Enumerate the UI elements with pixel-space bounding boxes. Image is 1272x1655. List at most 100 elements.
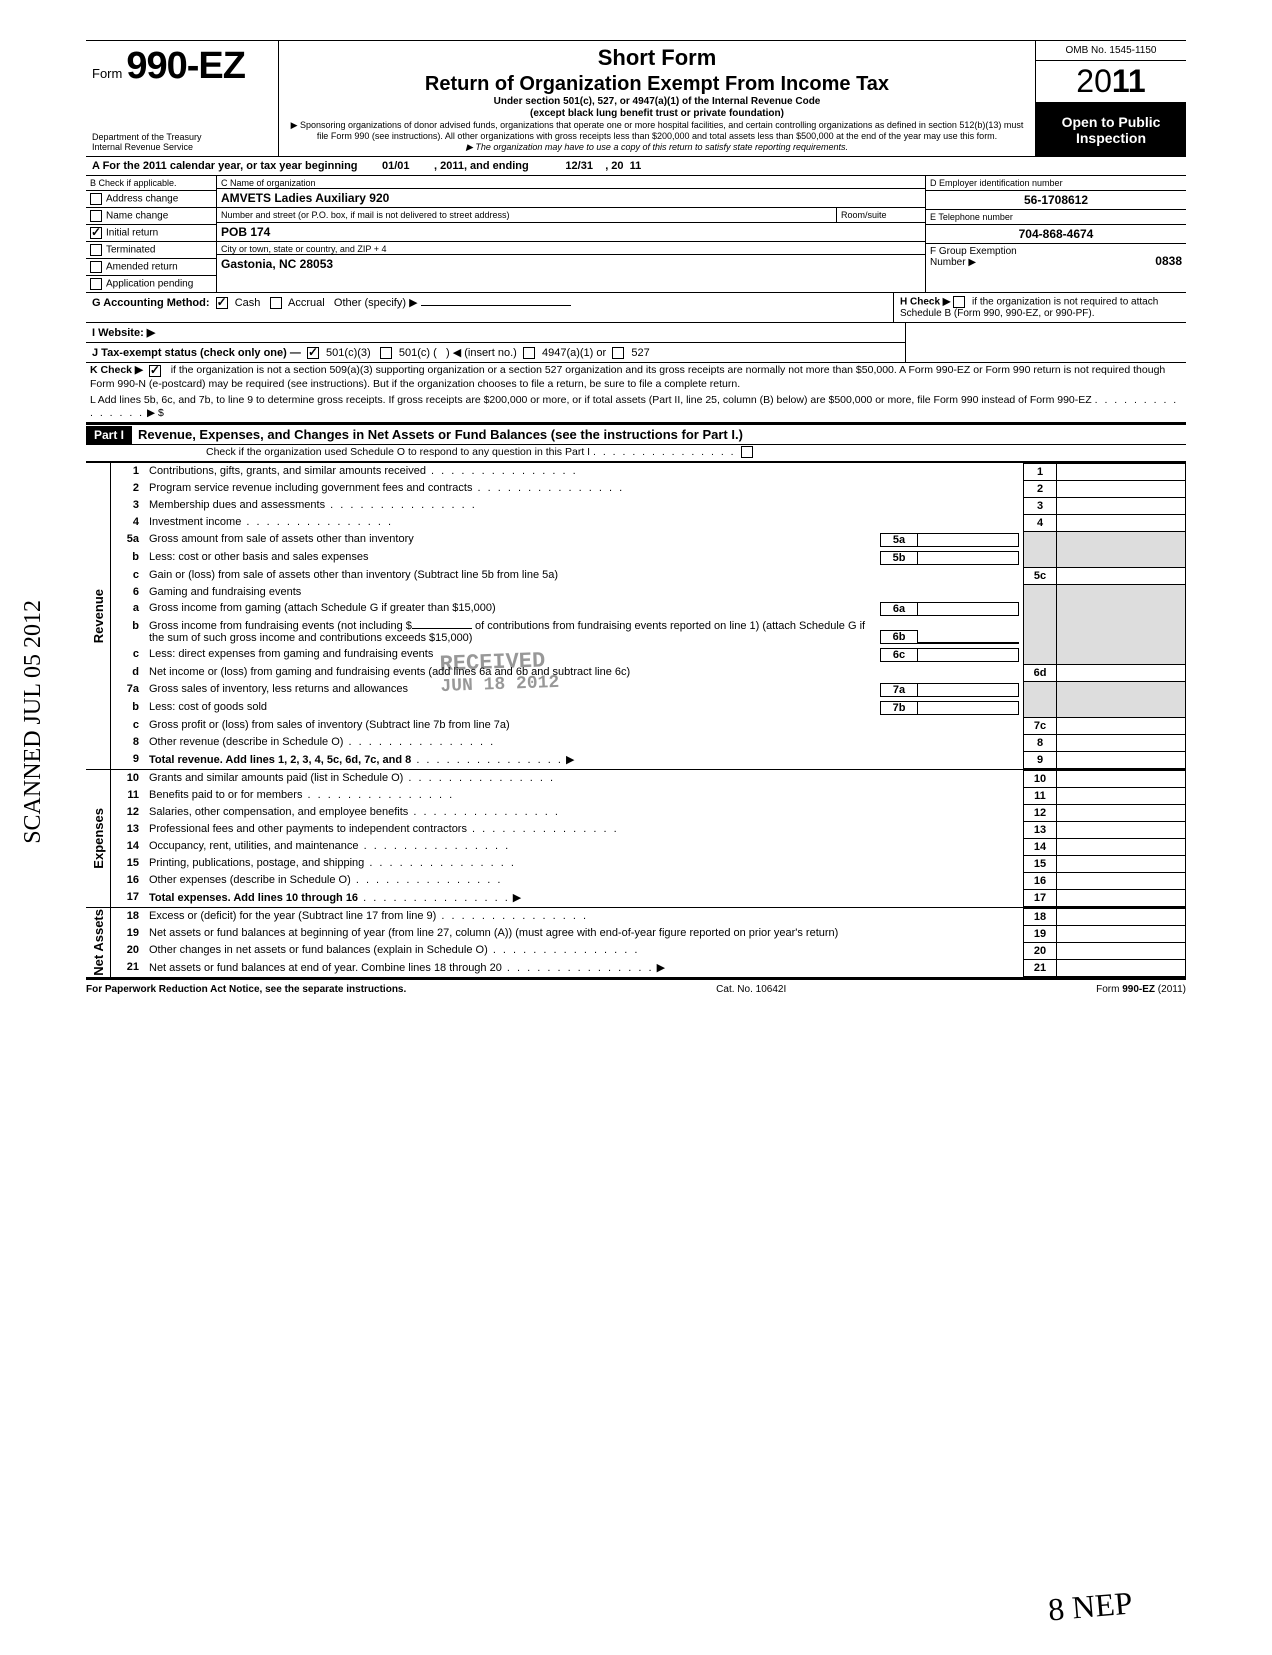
form-number-block: Form 990-EZ — [92, 45, 272, 88]
lineno: c — [111, 646, 145, 664]
checkbox-4947[interactable] — [523, 347, 535, 359]
expenses-lines: 10Grants and similar amounts paid (list … — [111, 770, 1186, 907]
lineno: 10 — [111, 770, 145, 787]
amt-8[interactable] — [1057, 734, 1186, 751]
amt-21[interactable] — [1057, 959, 1186, 976]
amt-9[interactable] — [1057, 751, 1186, 768]
t: Gain or (loss) from sale of assets other… — [149, 569, 558, 581]
checkbox-icon[interactable] — [90, 278, 102, 290]
checkbox-icon[interactable] — [90, 193, 102, 205]
dots — [358, 892, 510, 904]
l-arrow: ▶ $ — [147, 407, 164, 419]
amt-14[interactable] — [1057, 838, 1186, 855]
amt-10[interactable] — [1057, 770, 1186, 787]
dots — [472, 482, 624, 494]
section-b: B Check if applicable. Address change Na… — [86, 176, 217, 292]
checkbox-icon[interactable] — [90, 244, 102, 256]
dots — [408, 806, 560, 818]
department-block: Department of the Treasury Internal Reve… — [92, 133, 272, 153]
line-5b-desc: Less: cost or other basis and sales expe… — [145, 549, 1023, 567]
amt-5c[interactable] — [1057, 567, 1186, 584]
amt-6a[interactable] — [918, 602, 1019, 616]
amt-12[interactable] — [1057, 804, 1186, 821]
check-application-pending[interactable]: Application pending — [86, 276, 216, 292]
other-specify-line[interactable] — [421, 305, 571, 306]
year-prefix: 20 — [1076, 63, 1112, 99]
dots — [241, 516, 393, 528]
line-6a-desc: Gross income from gaming (attach Schedul… — [145, 600, 1023, 618]
lineno: 12 — [111, 804, 145, 821]
amt-2[interactable] — [1057, 480, 1186, 497]
dots — [488, 944, 640, 956]
title-return: Return of Organization Exempt From Incom… — [285, 73, 1029, 96]
checkbox-cash[interactable] — [216, 297, 228, 309]
blank[interactable] — [412, 628, 472, 629]
header-note-2: ▶ The organization may have to use a cop… — [285, 142, 1029, 153]
t: Benefits paid to or for members — [149, 789, 302, 801]
part-1-check-row: Check if the organization used Schedule … — [86, 445, 1186, 462]
section-ij-left: I Website: ▶ J Tax-exempt status (check … — [86, 323, 905, 362]
amt-4[interactable] — [1057, 514, 1186, 531]
box-2: 2 — [1024, 480, 1057, 497]
t: Other changes in net assets or fund bala… — [149, 944, 488, 956]
checkbox-501c[interactable] — [380, 347, 392, 359]
period-end2: , 20 — [605, 160, 623, 172]
section-g: G Accounting Method: Cash Accrual Other … — [86, 293, 893, 322]
checkbox-schedule-o[interactable] — [741, 446, 753, 458]
amt-15[interactable] — [1057, 855, 1186, 872]
checkbox-icon[interactable] — [90, 261, 102, 273]
amt-20[interactable] — [1057, 942, 1186, 959]
info-block: B Check if applicable. Address change Na… — [86, 176, 1186, 293]
check-amended[interactable]: Amended return — [86, 259, 216, 276]
part-1-title: Revenue, Expenses, and Changes in Net As… — [132, 425, 749, 444]
lineno: 19 — [111, 925, 145, 942]
section-a-label: A For the 2011 calendar year, or tax yea… — [92, 160, 358, 172]
amt-3[interactable] — [1057, 497, 1186, 514]
amt-7a[interactable] — [918, 683, 1019, 697]
check-terminated[interactable]: Terminated — [86, 242, 216, 259]
amt-13[interactable] — [1057, 821, 1186, 838]
checkbox-icon[interactable] — [90, 210, 102, 222]
box-7c: 7c — [1024, 717, 1057, 734]
amt-6b[interactable] — [918, 642, 1019, 644]
amt-6c[interactable] — [918, 648, 1019, 662]
amt-19[interactable] — [1057, 925, 1186, 942]
box-6c: 6c — [880, 648, 918, 662]
check-name-change[interactable]: Name change — [86, 208, 216, 225]
amt-16[interactable] — [1057, 872, 1186, 889]
amt-17[interactable] — [1057, 889, 1186, 906]
amt-5a[interactable] — [918, 533, 1019, 547]
check-label: Initial return — [106, 228, 158, 239]
amt-7b[interactable] — [918, 701, 1019, 715]
checkbox-accrual[interactable] — [270, 297, 282, 309]
t1: Gross income from fundraising events (no… — [149, 620, 412, 632]
t: Gross amount from sale of assets other t… — [149, 533, 880, 547]
amt-18[interactable] — [1057, 908, 1186, 925]
ein-value: 56-1708612 — [926, 191, 1186, 210]
expenses-section: Expenses 10Grants and similar amounts pa… — [86, 770, 1186, 908]
check-initial-return[interactable]: Initial return — [86, 225, 216, 242]
t: Gross income from fundraising events (no… — [149, 620, 880, 644]
checkbox-h[interactable] — [953, 296, 965, 308]
line-11-desc: Benefits paid to or for members — [145, 787, 1024, 804]
line-13-desc: Professional fees and other payments to … — [145, 821, 1024, 838]
line-20-desc: Other changes in net assets or fund bala… — [145, 942, 1024, 959]
amt-5b[interactable] — [918, 551, 1019, 565]
netassets-label: Net Assets — [91, 909, 106, 976]
checkbox-501c3[interactable] — [307, 347, 319, 359]
omb-number: OMB No. 1545-1150 — [1036, 41, 1186, 61]
dots — [436, 910, 588, 922]
amt-1[interactable] — [1057, 463, 1186, 480]
checkbox-527[interactable] — [612, 347, 624, 359]
lineno: b — [111, 618, 145, 646]
lineno: 9 — [111, 751, 145, 768]
box-21: 21 — [1024, 959, 1057, 976]
gray-box — [1057, 681, 1186, 717]
check-address-change[interactable]: Address change — [86, 191, 216, 208]
checkbox-icon[interactable] — [90, 227, 102, 239]
amt-11[interactable] — [1057, 787, 1186, 804]
t: Less: cost of goods sold — [149, 701, 880, 715]
amt-6d[interactable] — [1057, 664, 1186, 681]
amt-7c[interactable] — [1057, 717, 1186, 734]
checkbox-k[interactable] — [149, 365, 161, 377]
